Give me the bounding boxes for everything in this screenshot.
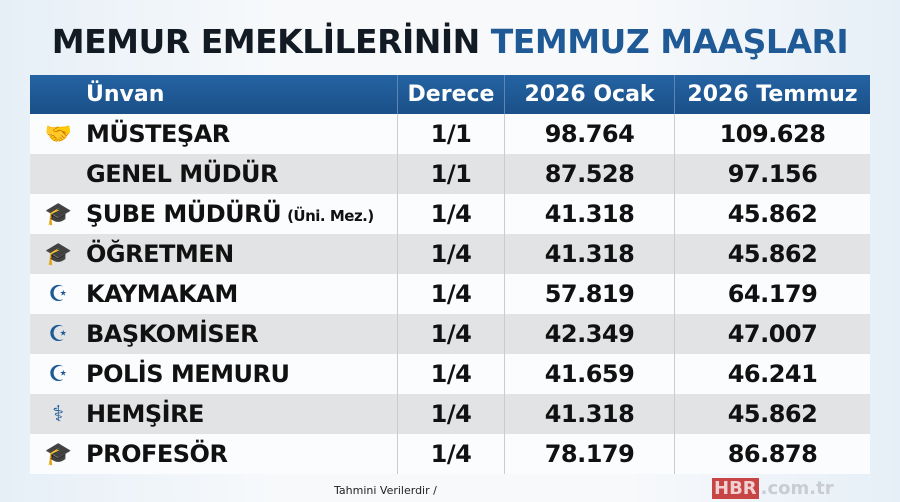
title-text: ŞUBE MÜDÜRÜ — [86, 200, 282, 228]
cell-derece: 1/4 — [398, 434, 505, 474]
title-text: KAYMAKAM — [86, 280, 238, 308]
cell-unvan: ☪ POLİS MEMURU — [30, 354, 398, 394]
header-derece: Derece — [398, 75, 505, 114]
cell-ocak: 78.179 — [505, 434, 675, 474]
table-row: 🎓 ÖĞRETMEN 1/4 41.318 45.862 — [30, 234, 870, 274]
cell-temmuz: 86.878 — [727, 440, 818, 468]
table-row: ☪ BAŞKOMİSER 1/4 42.349 47.007 — [30, 314, 870, 354]
cell-derece: 1/1 — [398, 154, 505, 194]
cell-ocak: 41.318 — [505, 394, 675, 434]
header-temmuz: 2026 Temmuz — [687, 82, 858, 107]
header-label: Ünvan — [86, 82, 165, 107]
table-row: 🎓 PROFESÖR 1/4 78.179 86.878 — [30, 434, 870, 474]
cell-derece: 1/4 — [398, 354, 505, 394]
cell-temmuz: 109.628 — [719, 120, 826, 148]
watermark-logo: HBR .com.tr — [712, 478, 836, 499]
caduceus-icon: ⚕ — [52, 401, 64, 427]
title-text: PROFESÖR — [86, 440, 228, 468]
watermark-domain: .com.tr — [760, 478, 834, 499]
title-text: HEMŞİRE — [86, 400, 204, 428]
title-note: (Üni. Mez.) — [287, 207, 374, 225]
title-text: GENEL MÜDÜR — [86, 160, 278, 188]
cell-derece: 1/4 — [398, 394, 505, 434]
cell-derece: 1/1 — [398, 114, 505, 154]
title-text: BAŞKOMİSER — [86, 320, 259, 348]
cell-unvan: ☪ KAYMAKAM — [30, 274, 398, 314]
cell-ocak: 42.349 — [505, 314, 675, 354]
table-row: ☪ KAYMAKAM 1/4 57.819 64.179 — [30, 274, 870, 314]
crescent-star-icon: ☪ — [48, 321, 68, 347]
table-row: GENEL MÜDÜR 1/1 87.528 97.156 — [30, 154, 870, 194]
cell-unvan: ☪ BAŞKOMİSER — [30, 314, 398, 354]
page-title: MEMUR EMEKLİLERİNİN TEMMUZ MAAŞLARI — [0, 22, 900, 61]
cell-derece: 1/4 — [398, 194, 505, 234]
handshake-icon: 🤝 — [44, 121, 72, 147]
cell-unvan: ⚕ HEMŞİRE — [30, 394, 398, 434]
table-header: Ünvan Derece 2026 Ocak 2026 Temmuz — [30, 75, 870, 114]
cell-derece: 1/4 — [398, 274, 505, 314]
footer-note: Tahmini Verilerdir / — [334, 484, 437, 497]
cell-temmuz: 45.862 — [727, 400, 818, 428]
cell-ocak: 41.318 — [505, 194, 675, 234]
title-part1: MEMUR EMEKLİLERİNİN — [51, 22, 481, 61]
title-highlight: TEMMUZ MAAŞLARI — [490, 22, 849, 61]
cell-unvan: 🎓 ÖĞRETMEN — [30, 234, 398, 274]
cell-ocak: 41.318 — [505, 234, 675, 274]
crescent-star-icon: ☪ — [48, 281, 68, 307]
title-text: MÜSTEŞAR — [86, 120, 230, 148]
table-row: 🎓 ŞUBE MÜDÜRÜ (Üni. Mez.) 1/4 41.318 45.86… — [30, 194, 870, 234]
cell-unvan: 🎓 ŞUBE MÜDÜRÜ (Üni. Mez.) — [30, 194, 398, 234]
cell-temmuz: 47.007 — [727, 320, 818, 348]
cell-ocak: 57.819 — [505, 274, 675, 314]
cell-derece: 1/4 — [398, 234, 505, 274]
graduation-cap-icon: 🎓 — [44, 241, 72, 267]
cell-temmuz: 45.862 — [727, 240, 818, 268]
cell-temmuz: 46.241 — [727, 360, 818, 388]
cell-ocak: 87.528 — [505, 154, 675, 194]
cell-unvan: GENEL MÜDÜR — [30, 154, 398, 194]
graduation-cap-icon: 🎓 — [44, 441, 72, 467]
graduation-cap-icon: 🎓 — [44, 201, 72, 227]
title-text: ÖĞRETMEN — [86, 240, 234, 268]
title-text: POLİS MEMURU — [86, 360, 290, 388]
cell-unvan: 🎓 PROFESÖR — [30, 434, 398, 474]
crescent-star-icon: ☪ — [48, 361, 68, 387]
watermark-brand: HBR — [712, 478, 759, 499]
cell-temmuz: 64.179 — [727, 280, 818, 308]
header-unvan: Ünvan — [30, 75, 398, 114]
table-row: ⚕ HEMŞİRE 1/4 41.318 45.862 — [30, 394, 870, 434]
cell-derece: 1/4 — [398, 314, 505, 354]
table-row: 🤝 MÜSTEŞAR 1/1 98.764 109.628 — [30, 114, 870, 154]
cell-temmuz: 97.156 — [727, 160, 818, 188]
salary-table: Ünvan Derece 2026 Ocak 2026 Temmuz 🤝 MÜST… — [30, 75, 870, 474]
cell-ocak: 41.659 — [505, 354, 675, 394]
cell-temmuz: 45.862 — [727, 200, 818, 228]
cell-ocak: 98.764 — [505, 114, 675, 154]
cell-unvan: 🤝 MÜSTEŞAR — [30, 114, 398, 154]
table-row: ☪ POLİS MEMURU 1/4 41.659 46.241 — [30, 354, 870, 394]
header-ocak: 2026 Ocak — [505, 75, 675, 114]
